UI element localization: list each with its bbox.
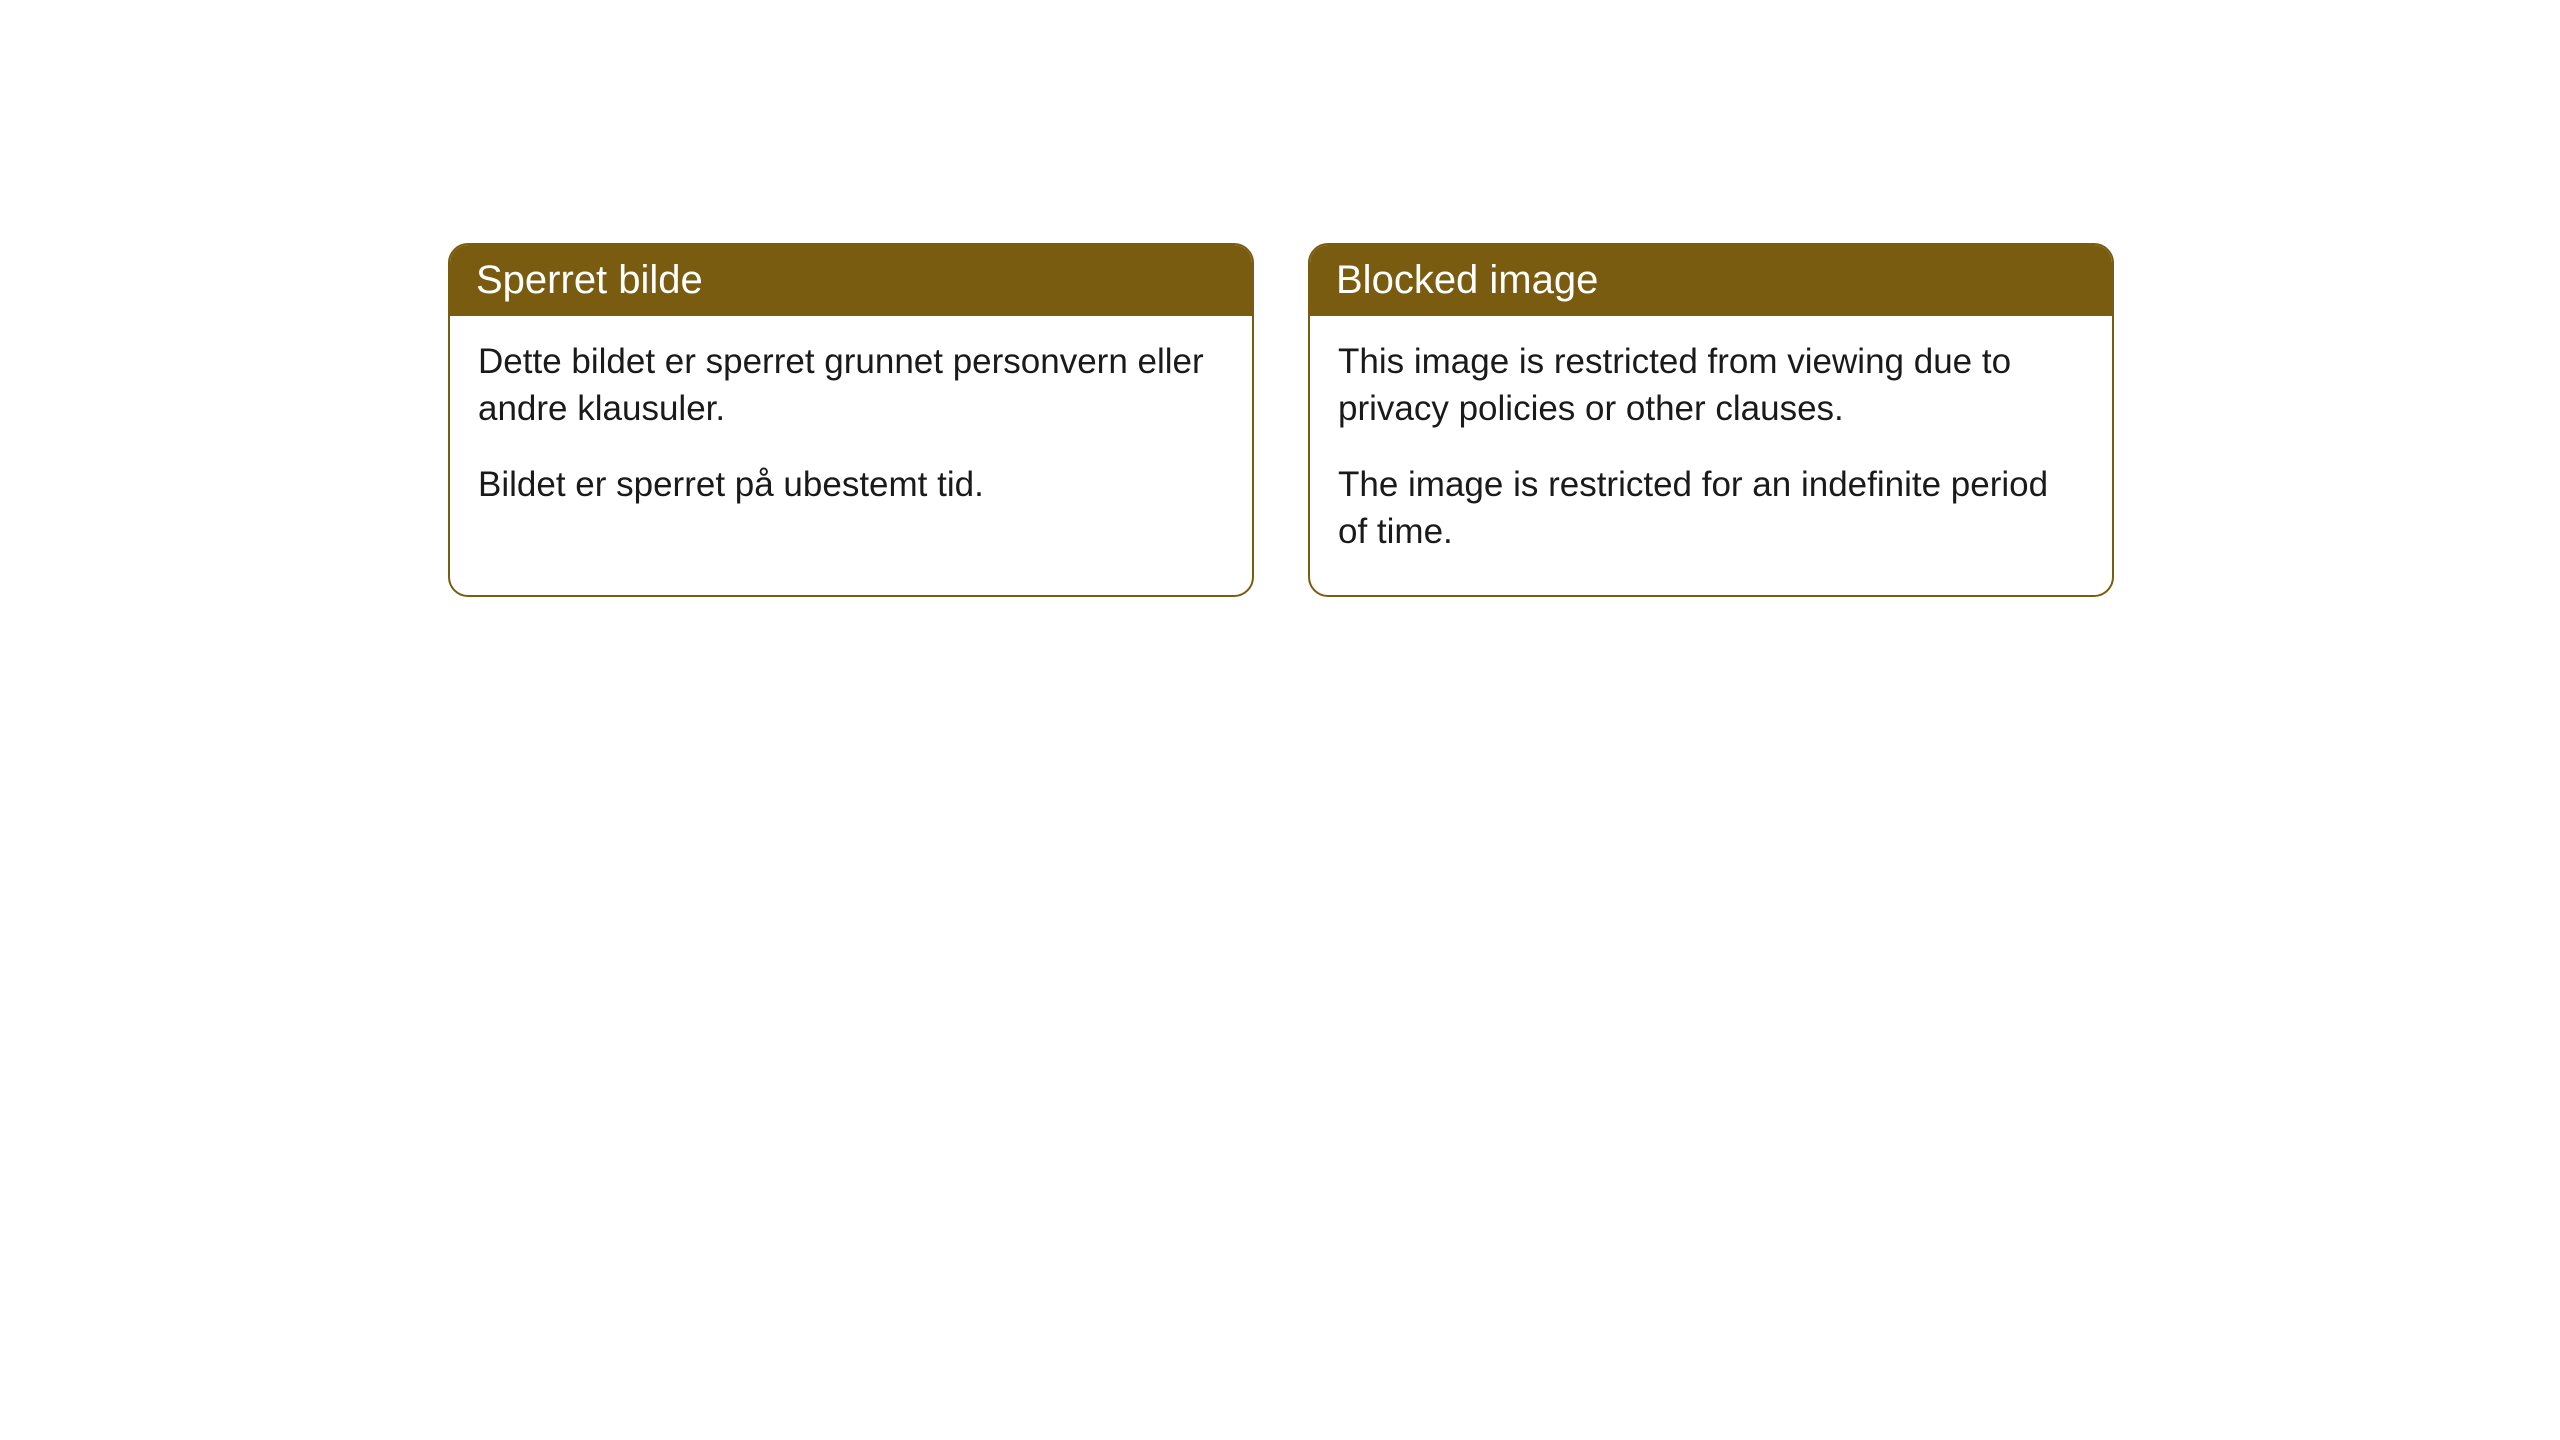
card-body: Dette bildet er sperret grunnet personve… bbox=[450, 316, 1252, 548]
card-body: This image is restricted from viewing du… bbox=[1310, 316, 2112, 595]
notice-card-norwegian: Sperret bilde Dette bildet er sperret gr… bbox=[448, 243, 1254, 597]
card-paragraph: This image is restricted from viewing du… bbox=[1338, 338, 2084, 433]
card-paragraph: The image is restricted for an indefinit… bbox=[1338, 461, 2084, 556]
notice-card-english: Blocked image This image is restricted f… bbox=[1308, 243, 2114, 597]
card-paragraph: Dette bildet er sperret grunnet personve… bbox=[478, 338, 1224, 433]
notice-cards-container: Sperret bilde Dette bildet er sperret gr… bbox=[448, 243, 2114, 597]
card-paragraph: Bildet er sperret på ubestemt tid. bbox=[478, 461, 1224, 508]
card-title: Blocked image bbox=[1336, 258, 1598, 302]
card-title: Sperret bilde bbox=[476, 258, 703, 302]
card-header: Sperret bilde bbox=[450, 245, 1252, 316]
card-header: Blocked image bbox=[1310, 245, 2112, 316]
